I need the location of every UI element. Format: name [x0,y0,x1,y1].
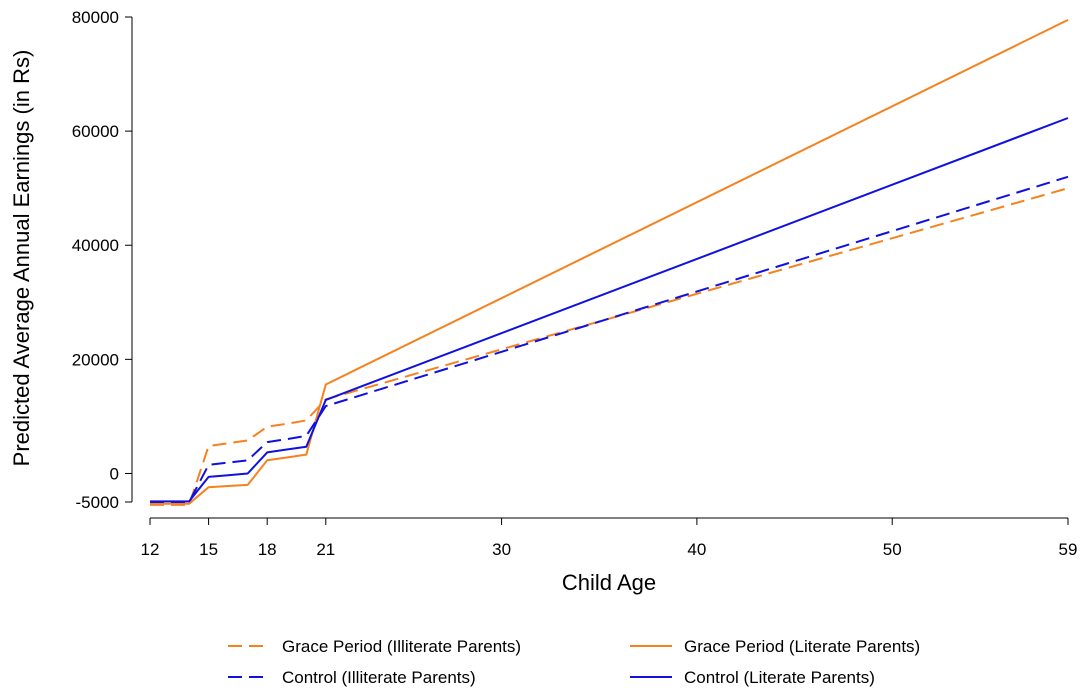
series-line-grace-period-illiterate-parents [150,187,1069,506]
y-tick-label: 60000 [72,122,119,141]
x-tick-label: 12 [141,540,160,559]
y-tick-label: -5000 [76,493,119,512]
legend-label: Grace Period (Illiterate Parents) [282,637,521,656]
x-tick-label: 18 [258,540,277,559]
y-tick-label: 40000 [72,236,119,255]
x-axis: 12 15 18 21 30 40 50 59 [141,517,1078,559]
x-tick-label: 59 [1059,540,1078,559]
legend-item-control-literate-parents: Control (Literate Parents) [630,668,875,687]
x-tick-label: 40 [687,540,706,559]
series-line-control-literate-parents [150,117,1069,503]
x-tick-label: 30 [492,540,511,559]
x-tick-label: 21 [316,540,335,559]
legend: Grace Period (Illiterate Parents) Grace P… [228,637,920,687]
y-axis: -5000 0 20000 40000 60000 80000 [72,8,133,512]
series-line-grace-period-literate-parents [150,19,1069,505]
legend-label: Grace Period (Literate Parents) [684,637,920,656]
legend-item-control-illiterate-parents: Control (Illiterate Parents) [228,668,476,687]
y-tick-label: 20000 [72,350,119,369]
legend-item-grace-period-illiterate-parents: Grace Period (Illiterate Parents) [228,637,521,656]
y-tick-label: 0 [110,464,119,483]
x-axis-title: Child Age [562,570,656,595]
series-line-control-illiterate-parents [150,175,1069,503]
x-tick-label: 50 [883,540,902,559]
legend-item-grace-period-literate-parents: Grace Period (Literate Parents) [630,637,920,656]
legend-label: Control (Literate Parents) [684,668,875,687]
x-tick-label: 15 [199,540,218,559]
y-axis-title: Predicted Average Annual Earnings (in Rs… [9,50,34,467]
y-tick-label: 80000 [72,8,119,27]
legend-label: Control (Illiterate Parents) [282,668,476,687]
plot-area [150,19,1069,506]
